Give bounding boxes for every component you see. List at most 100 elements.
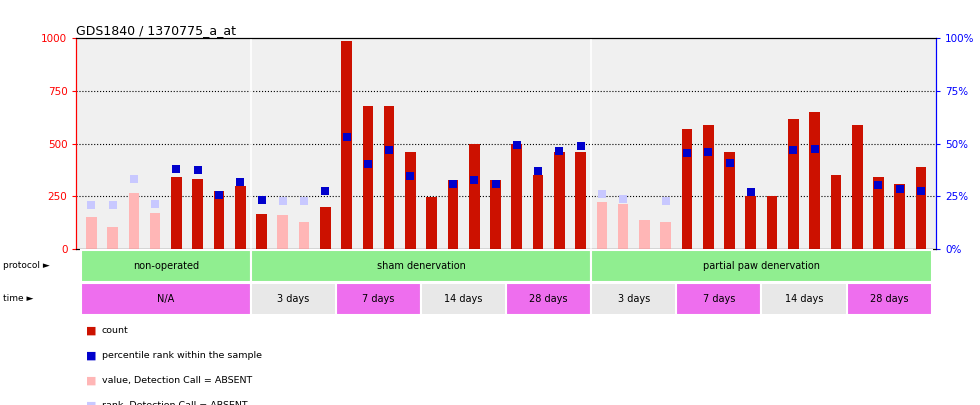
Text: rank, Detection Call = ABSENT: rank, Detection Call = ABSENT [102,401,248,405]
Text: time ►: time ► [3,294,33,303]
Bar [661,222,671,249]
Point [190,167,206,173]
Point [530,168,546,175]
Bar [448,179,459,249]
Bar [591,250,932,281]
Text: non-operated: non-operated [132,261,199,271]
Point [615,195,631,202]
Bar [214,191,224,249]
Text: count: count [102,326,128,335]
Bar [512,144,522,249]
Text: value, Detection Call = ABSENT: value, Detection Call = ABSENT [102,376,252,385]
Text: ■: ■ [86,376,97,386]
Bar [426,198,437,249]
Point [786,147,802,153]
Bar [506,283,591,315]
Point [913,188,929,194]
Bar [554,152,564,249]
Bar [192,179,203,249]
Text: ■: ■ [86,326,97,336]
Point [445,181,461,187]
Bar [256,214,267,249]
Bar [384,106,395,249]
Bar [80,250,251,281]
Point [105,202,121,208]
Bar [895,184,906,249]
Point [169,166,184,172]
Bar [591,283,676,315]
Bar [128,193,139,249]
Point [360,160,375,167]
Bar [597,202,608,249]
Point [701,149,716,156]
Bar [852,125,862,249]
Point [466,176,482,183]
Point [318,188,333,194]
Text: percentile rank within the sample: percentile rank within the sample [102,351,262,360]
Bar [320,207,330,249]
Point [658,197,673,204]
Bar [533,175,543,249]
Point [211,192,226,198]
Point [679,150,695,156]
Point [594,191,610,198]
Point [892,186,907,192]
Bar [80,283,251,315]
Bar [746,196,757,249]
Point [381,147,397,153]
Point [232,179,248,185]
Point [126,175,142,182]
Bar [421,283,506,315]
Bar [150,213,161,249]
Text: GDS1840 / 1370775_a_at: GDS1840 / 1370775_a_at [76,24,236,37]
Text: ■: ■ [86,401,97,405]
Bar [575,152,586,249]
Bar [363,106,373,249]
Point [339,134,355,141]
Point [296,197,312,204]
Bar [341,40,352,249]
Text: 14 days: 14 days [785,294,823,304]
Bar [703,125,713,249]
Bar [682,129,692,249]
Bar [676,283,761,315]
Text: 3 days: 3 days [617,294,650,304]
Text: protocol ►: protocol ► [3,261,50,270]
Point [147,200,163,207]
Bar [873,177,884,249]
Point [83,202,99,208]
Point [572,143,588,149]
Bar [251,283,336,315]
Bar [336,283,421,315]
Bar [405,152,416,249]
Text: partial paw denervation: partial paw denervation [703,261,820,271]
Point [509,142,524,148]
Text: 7 days: 7 days [703,294,735,304]
Text: 3 days: 3 days [277,294,310,304]
Text: ■: ■ [86,351,97,361]
Bar [251,250,591,281]
Point [403,173,418,180]
Point [488,181,504,187]
Bar [235,186,246,249]
Point [552,148,567,154]
Bar [766,196,777,249]
Bar [639,220,650,249]
Bar [107,227,118,249]
Bar [277,215,288,249]
Bar [299,222,310,249]
Point [807,146,822,152]
Bar [831,175,841,249]
Text: 7 days: 7 days [363,294,395,304]
Bar [172,177,181,249]
Bar [724,152,735,249]
Bar [86,217,97,249]
Text: N/A: N/A [157,294,174,304]
Bar [915,167,926,249]
Point [743,189,759,196]
Bar [788,119,799,249]
Text: 28 days: 28 days [870,294,908,304]
Bar [809,112,820,249]
Bar [617,204,628,249]
Point [275,197,291,204]
